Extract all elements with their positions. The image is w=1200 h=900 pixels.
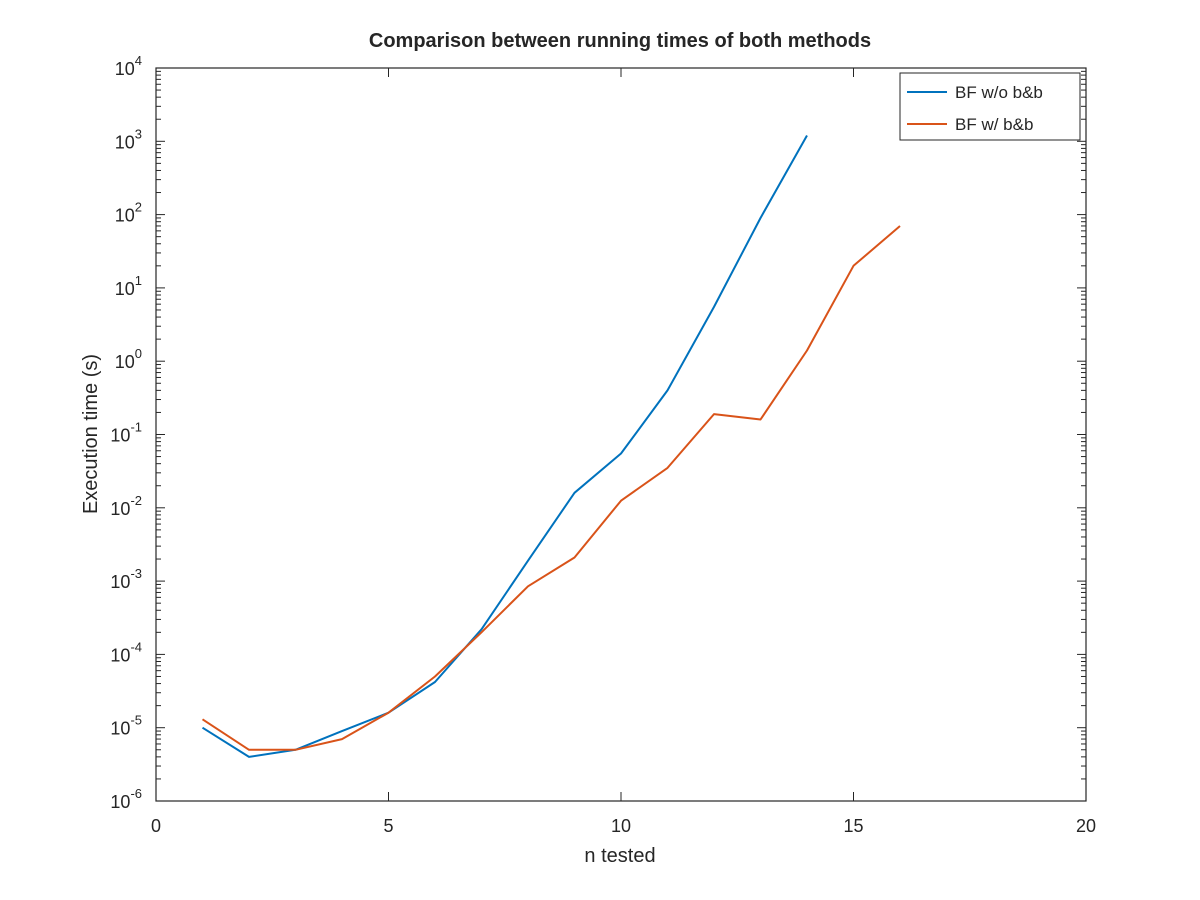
y-tick-base: 10 [115, 206, 135, 226]
y-tick-base: 10 [115, 279, 135, 299]
y-tick-exponent: 1 [135, 273, 142, 288]
y-axis-label: Execution time (s) [80, 354, 102, 514]
y-tick-exponent: -1 [130, 420, 142, 435]
y-tick-base: 10 [115, 132, 135, 152]
y-tick-label: 10-3 [110, 566, 142, 592]
y-tick-exponent: 2 [135, 200, 142, 215]
y-tick-label: 101 [115, 273, 142, 299]
x-tick-label: 5 [383, 816, 393, 836]
x-tick-label: 0 [151, 816, 161, 836]
legend: BF w/o b&b BF w/ b&b [899, 72, 1081, 141]
y-tick-exponent: -6 [130, 786, 142, 801]
y-tick-base: 10 [110, 792, 130, 812]
series-line-bf-without-bb [201, 135, 808, 758]
y-tick-label: 10-6 [110, 786, 142, 812]
y-tick-base: 10 [110, 426, 130, 446]
series-layer [201, 135, 901, 758]
y-tick-base: 10 [115, 352, 135, 372]
x-tick-label: 20 [1076, 816, 1096, 836]
y-tick-base: 10 [110, 572, 130, 592]
y-tick-exponent: -2 [130, 493, 142, 508]
y-tick-label: 100 [115, 346, 142, 372]
x-axis-label: n tested [584, 845, 655, 867]
series-line-bf-with-bb [201, 225, 901, 751]
y-tick-exponent: -5 [130, 713, 142, 728]
y-tick-exponent: 3 [135, 126, 142, 141]
y-tick-base: 10 [110, 645, 130, 665]
y-tick-label: 10-2 [110, 493, 142, 519]
y-tick-base: 10 [110, 499, 130, 519]
axis-ticks: 0 5 10 15 2010-610-510-410-310-210-110010110… [110, 53, 1096, 836]
y-tick-exponent: 0 [135, 346, 142, 361]
plot-area [155, 67, 1087, 802]
y-tick-label: 10-4 [110, 639, 142, 665]
x-tick-label: 15 [843, 816, 863, 836]
y-tick-label: 103 [115, 126, 142, 152]
legend-label-bf-without-bb: BF w/o b&b [955, 83, 1043, 102]
y-tick-label: 104 [115, 53, 142, 79]
legend-label-bf-with-bb: BF w/ b&b [955, 115, 1033, 134]
y-tick-label: 102 [115, 200, 142, 226]
y-tick-label: 10-1 [110, 420, 142, 446]
legend-box [899, 72, 1081, 141]
y-tick-label: 10-5 [110, 713, 142, 739]
y-tick-base: 10 [110, 719, 130, 739]
chart-title: Comparison between running times of both… [369, 30, 871, 52]
y-tick-base: 10 [115, 59, 135, 79]
y-tick-exponent: -3 [130, 566, 142, 581]
x-tick-label: 10 [611, 816, 631, 836]
y-tick-exponent: -4 [130, 639, 142, 654]
y-tick-exponent: 4 [135, 53, 142, 68]
